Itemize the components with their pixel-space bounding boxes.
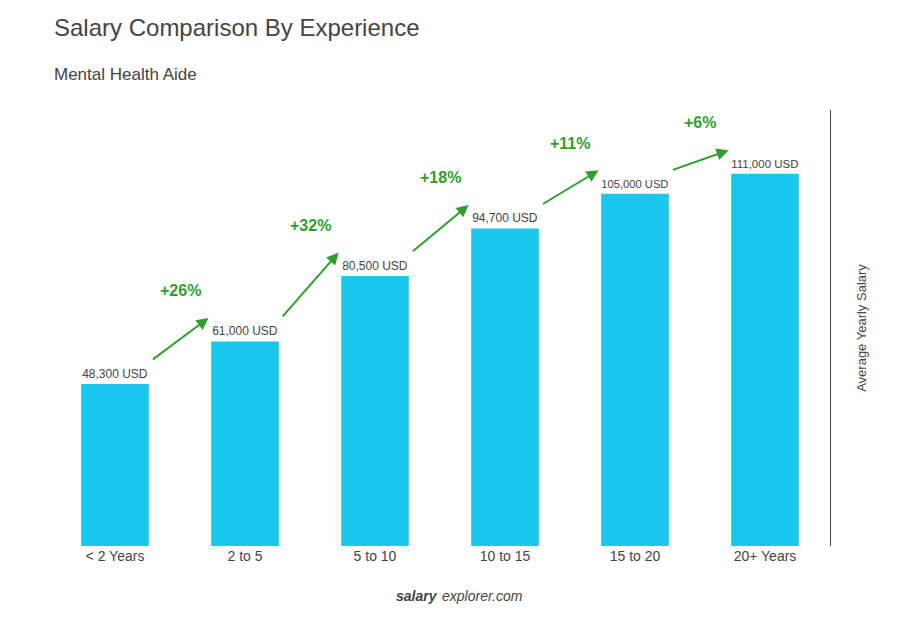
svg-text:105,000 USD: 105,000 USD — [601, 178, 668, 190]
svg-text:Mental Health Aide: Mental Health Aide — [54, 65, 197, 84]
svg-text:+32%: +32% — [290, 217, 331, 234]
svg-text:+11%: +11% — [550, 135, 590, 152]
svg-text:< 2 Years: < 2 Years — [86, 548, 145, 564]
svg-text:15 to 20: 15 to 20 — [610, 548, 661, 564]
svg-text:+18%: +18% — [420, 169, 461, 186]
svg-text:94,700 USD: 94,700 USD — [472, 211, 538, 225]
svg-text:80,500 USD: 80,500 USD — [342, 259, 408, 273]
svg-text:48,300 USD: 48,300 USD — [82, 367, 148, 381]
svg-text:Average Yearly Salary: Average Yearly Salary — [854, 264, 869, 392]
svg-text:2 to 5: 2 to 5 — [227, 548, 262, 564]
svg-text:5 to 10: 5 to 10 — [354, 548, 397, 564]
svg-text:+26%: +26% — [160, 282, 201, 299]
svg-text:+6%: +6% — [684, 114, 716, 131]
svg-text:explorer.com: explorer.com — [442, 588, 523, 604]
svg-text:Salary Comparison By Experienc: Salary Comparison By Experience — [54, 14, 420, 41]
svg-text:111,000 USD: 111,000 USD — [731, 158, 798, 170]
svg-text:20+ Years: 20+ Years — [734, 548, 797, 564]
svg-text:61,000 USD: 61,000 USD — [212, 324, 278, 338]
svg-text:10 to 15: 10 to 15 — [480, 548, 531, 564]
svg-text:salary: salary — [396, 588, 438, 604]
